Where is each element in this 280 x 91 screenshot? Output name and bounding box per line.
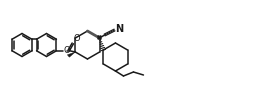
Text: O: O bbox=[63, 46, 70, 55]
Text: O: O bbox=[74, 34, 81, 43]
Polygon shape bbox=[67, 52, 75, 57]
Text: N: N bbox=[116, 24, 124, 34]
